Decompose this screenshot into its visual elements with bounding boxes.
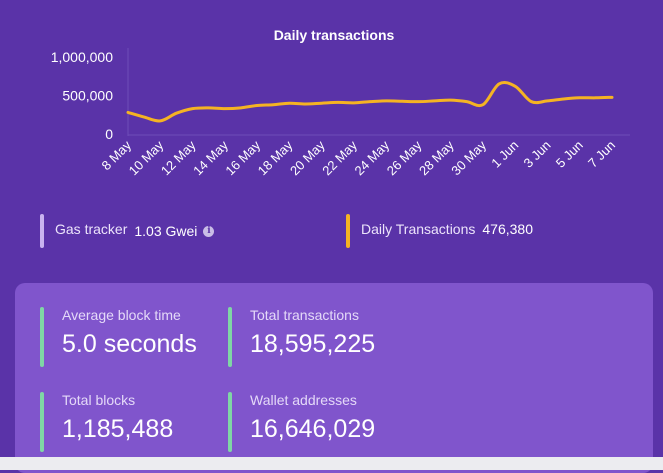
x-tick-label: 28 May — [416, 137, 457, 178]
stat-marker — [228, 392, 232, 452]
page-bottom-strip — [0, 457, 663, 470]
y-axis-ticks: 1,000,000 500,000 0 — [51, 49, 114, 142]
stat-total-blocks: Total blocks 1,185,488 — [40, 392, 173, 452]
stat-value: 5.0 seconds — [62, 330, 197, 358]
gas-tracker-label: Gas tracker — [55, 221, 128, 237]
daily-transactions-value: 476,380 — [482, 221, 533, 237]
x-tick-label: 18 May — [255, 137, 296, 178]
stat-marker — [40, 307, 44, 367]
daily-transactions-chart: Daily transactions 1,000,000 500,000 0 8 M… — [51, 27, 630, 178]
x-tick-label: 7 Jun — [585, 138, 618, 171]
x-tick-label: 3 Jun — [520, 138, 553, 171]
gas-tracker-value: 1.03 Gwei — [134, 223, 198, 239]
daily-transactions-marker — [346, 214, 350, 248]
x-tick-label: 1 Jun — [488, 138, 521, 171]
chart-series — [126, 81, 614, 123]
daily-transactions-label: Daily Transactions — [361, 221, 476, 237]
stat-marker — [40, 392, 44, 452]
y-tick-label: 0 — [105, 126, 113, 142]
x-tick-label: 12 May — [158, 137, 199, 178]
y-tick-label: 1,000,000 — [51, 49, 113, 65]
y-tick-label: 500,000 — [62, 88, 113, 104]
x-tick-label: 24 May — [351, 137, 392, 178]
series-line — [126, 81, 614, 123]
stat-value: 16,646,029 — [250, 415, 376, 443]
stat-label: Total transactions — [250, 307, 359, 323]
stat-value: 1,185,488 — [62, 415, 174, 443]
stats-card: Average block time 5.0 seconds Total tra… — [15, 283, 653, 473]
x-tick-label: 22 May — [319, 137, 360, 178]
gas-tracker-legend[interactable]: Gas tracker 1.03 Gwei i — [40, 214, 215, 248]
stat-wallet-addresses: Wallet addresses 16,646,029 — [228, 392, 375, 452]
stat-label: Wallet addresses — [250, 392, 357, 408]
info-icon[interactable]: i — [203, 226, 215, 237]
x-tick-label: 16 May — [222, 137, 263, 178]
gas-tracker-marker — [40, 214, 44, 248]
daily-transactions-legend[interactable]: Daily Transactions 476,380 — [346, 214, 533, 248]
stat-total-transactions: Total transactions 18,595,225 — [228, 307, 375, 367]
stat-average-block-time: Average block time 5.0 seconds — [40, 307, 197, 367]
x-tick-label: 26 May — [384, 137, 425, 178]
stat-value: 18,595,225 — [250, 330, 376, 358]
x-tick-label: 5 Jun — [553, 138, 586, 171]
x-tick-label: 30 May — [448, 137, 489, 178]
x-tick-label: 20 May — [287, 137, 328, 178]
stat-marker — [228, 307, 232, 367]
x-tick-label: 14 May — [190, 137, 231, 178]
stat-label: Average block time — [62, 307, 181, 323]
stat-label: Total blocks — [62, 392, 136, 408]
x-tick-label: 10 May — [126, 137, 167, 178]
chart-title: Daily transactions — [274, 27, 395, 43]
